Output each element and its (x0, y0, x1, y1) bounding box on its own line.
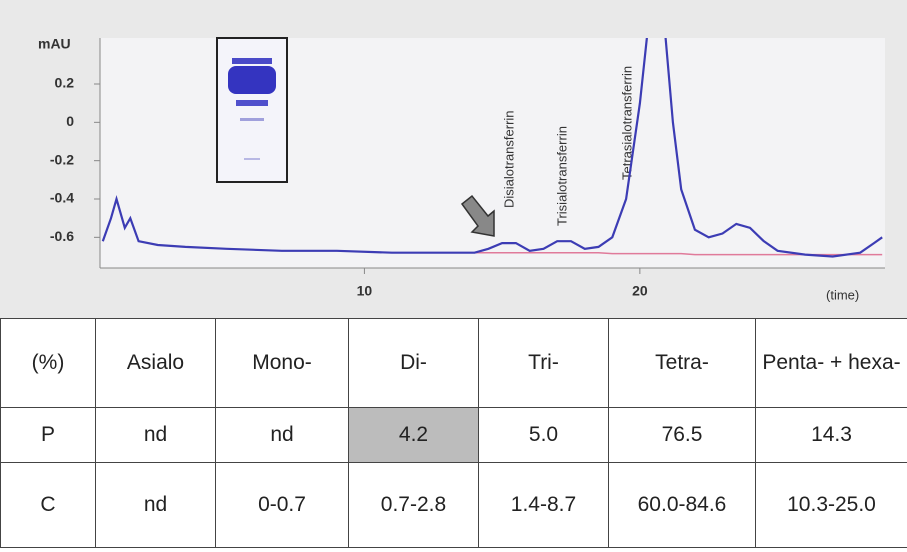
row: P nd nd 4.2 5.0 76.5 14.3 (1, 408, 907, 463)
cell: 4.2 (349, 408, 479, 463)
header-cell: Di- (349, 319, 479, 408)
y-tick-label: 0.2 (55, 75, 75, 91)
row: C nd 0-0.7 0.7-2.8 1.4-8.7 60.0-84.6 10.… (1, 463, 907, 548)
cell: 76.5 (609, 408, 756, 463)
table: (%) Asialo Mono- Di- Tri- Tetra- Penta- … (0, 318, 907, 548)
header-cell: Asialo (96, 319, 216, 408)
y-tick-label: -0.4 (50, 190, 74, 206)
header-cell: Penta- + hexa- (756, 319, 907, 408)
page: mAU (time) Disialotransferrin Trisialotr… (0, 0, 907, 552)
x-tick-label: 20 (632, 283, 648, 299)
gel-inset (217, 38, 287, 182)
header-row: (%) Asialo Mono- Di- Tri- Tetra- Penta- … (1, 319, 907, 408)
cell: 0.7-2.8 (349, 463, 479, 548)
peak-label: Trisialotransferrin (554, 126, 569, 226)
y-tick-label: -0.2 (50, 151, 74, 167)
y-tick-label: -0.6 (50, 228, 74, 244)
cell: C (1, 463, 96, 548)
cell: P (1, 408, 96, 463)
cell: nd (216, 408, 349, 463)
cell: 5.0 (479, 408, 609, 463)
cell: 0-0.7 (216, 463, 349, 548)
cell: 10.3-25.0 (756, 463, 907, 548)
header-cell: Tri- (479, 319, 609, 408)
header-cell: Tetra- (609, 319, 756, 408)
chart: mAU (time) Disialotransferrin Trisialotr… (0, 0, 907, 318)
peak-label: Disialotransferrin (501, 110, 516, 208)
cell: 60.0-84.6 (609, 463, 756, 548)
cell: nd (96, 463, 216, 548)
y-axis-label: mAU (38, 36, 71, 52)
header-cell: (%) (1, 319, 96, 408)
cell: 14.3 (756, 408, 907, 463)
x-tick-label: 10 (357, 283, 373, 299)
header-cell: Mono- (216, 319, 349, 408)
x-axis-label: (time) (826, 287, 859, 302)
y-tick-label: 0 (66, 113, 74, 129)
cell: 1.4-8.7 (479, 463, 609, 548)
cell: nd (96, 408, 216, 463)
